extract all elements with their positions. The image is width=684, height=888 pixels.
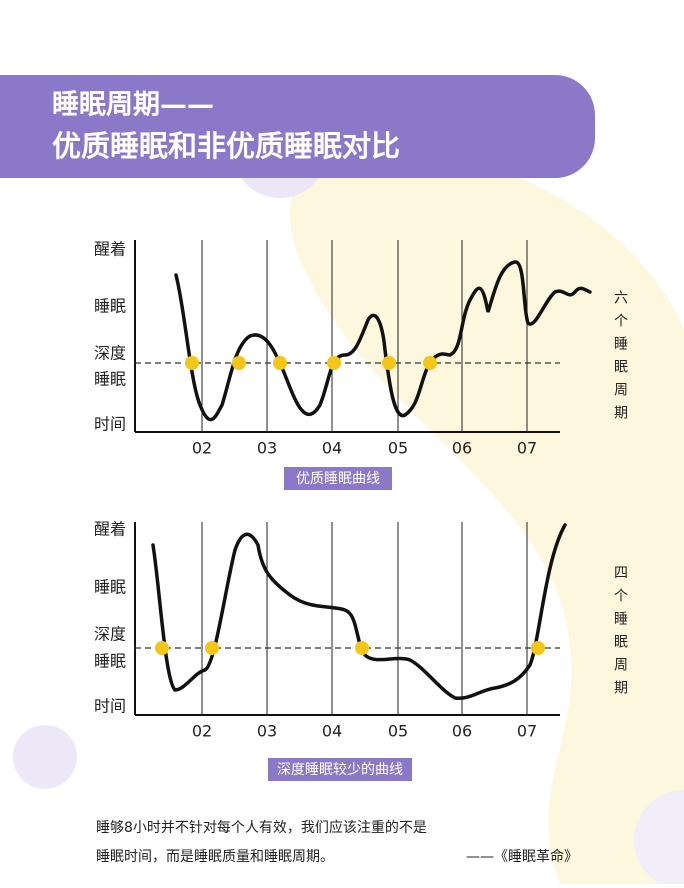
title-line: 优质睡眠和非优质睡眠对比 — [52, 129, 400, 163]
bg-blob — [290, 151, 684, 884]
x-label: 06 — [452, 722, 472, 741]
y-label: 睡眠 — [94, 370, 126, 389]
footer-text: 睡够8小时并不针对每个人有效，我们应该注重的不是 — [96, 819, 427, 836]
bg-circle — [634, 790, 684, 888]
sleep-curve — [151, 523, 567, 700]
dots — [155, 641, 545, 655]
y-label: 睡眠 — [94, 297, 126, 316]
y-label: 睡眠 — [94, 578, 126, 597]
footer-text: 睡眠时间，而是睡眠质量和睡眠周期。 — [96, 849, 334, 865]
dots — [185, 356, 437, 370]
bg-circle — [13, 725, 77, 789]
x-label: 07 — [517, 439, 537, 458]
title-line: 睡眠周期—— — [52, 90, 214, 121]
x-label: 04 — [322, 722, 342, 741]
x-label: 03 — [257, 722, 277, 741]
x-label: 03 — [257, 439, 277, 458]
header-band — [0, 75, 595, 178]
caption-box — [284, 467, 392, 490]
x-label: 04 — [322, 439, 342, 458]
y-label: 睡眠 — [94, 652, 126, 671]
x-label: 05 — [388, 439, 408, 458]
x-label: 06 — [452, 439, 472, 458]
footer-source: ——《睡眠革命》 — [466, 848, 578, 865]
y-label: 醒着 — [94, 520, 126, 539]
x-label: 05 — [388, 722, 408, 741]
x-label: 02 — [192, 722, 212, 741]
x-label: 07 — [517, 722, 537, 741]
caption: 优质睡眠曲线 — [296, 471, 380, 487]
side-note: 六个睡眠周期 — [612, 290, 628, 428]
caption-box — [268, 758, 412, 781]
y-label: 深度 — [94, 344, 126, 363]
caption: 深度睡眠较少的曲线 — [277, 762, 403, 778]
sleep-curve — [174, 260, 592, 422]
x-label: 02 — [192, 439, 212, 458]
y-label: 醒着 — [94, 240, 126, 259]
y-label: 深度 — [94, 625, 126, 644]
y-label: 时间 — [94, 697, 126, 716]
y-label: 时间 — [94, 415, 126, 434]
side-note: 四个睡眠周期 — [612, 565, 628, 703]
